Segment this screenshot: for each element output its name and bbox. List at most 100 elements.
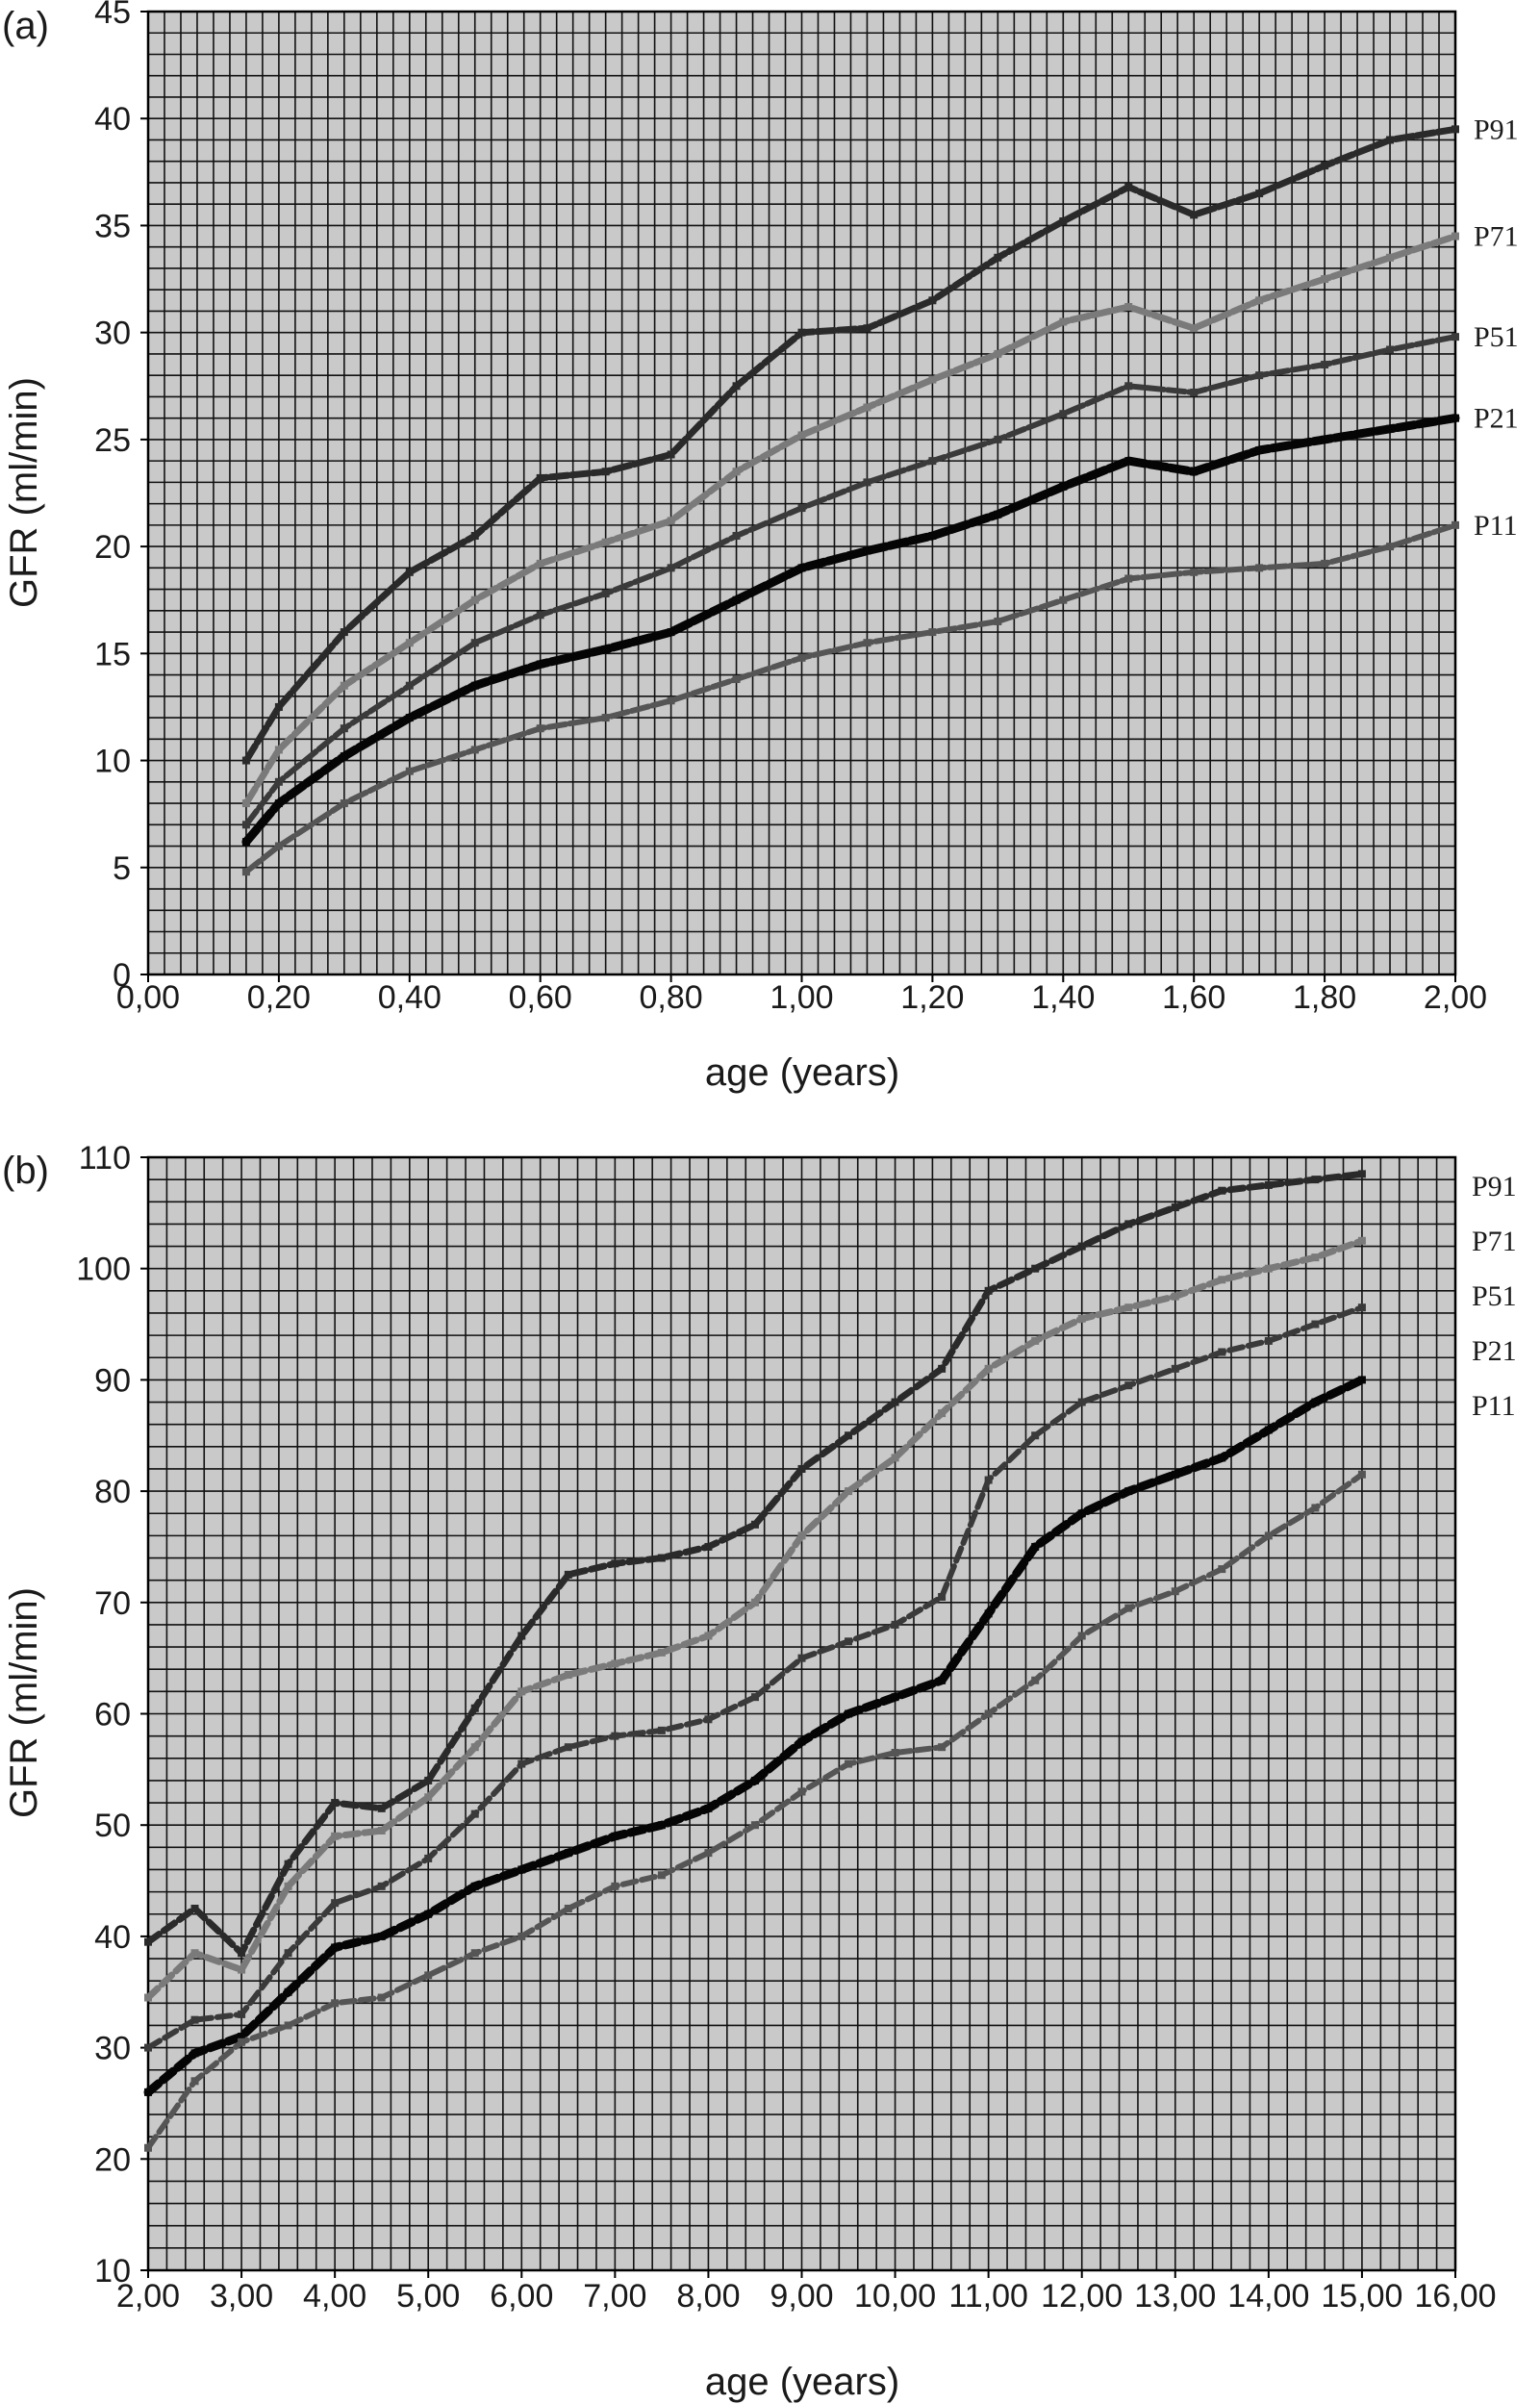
data-point xyxy=(331,1799,340,1808)
data-point xyxy=(1124,302,1133,311)
data-point xyxy=(284,1987,292,1996)
grid xyxy=(148,1157,1455,2270)
data-point xyxy=(144,2143,152,2152)
data-point xyxy=(938,1743,947,1752)
y-tick-label: 100 xyxy=(76,1252,131,1288)
series-label: P71 xyxy=(1474,221,1519,253)
data-point xyxy=(405,568,414,576)
data-point xyxy=(470,1882,479,1890)
data-point xyxy=(238,2010,246,2018)
data-point xyxy=(331,1832,340,1840)
data-point xyxy=(284,1949,292,1958)
data-point xyxy=(601,538,610,546)
data-point xyxy=(1311,1398,1320,1406)
data-point xyxy=(470,1809,479,1818)
data-point xyxy=(1452,125,1459,134)
grid xyxy=(148,12,1455,974)
data-point xyxy=(377,1804,386,1812)
data-point xyxy=(1077,1509,1086,1518)
x-tick-label: 9,00 xyxy=(770,2278,833,2315)
data-point xyxy=(667,628,675,637)
x-tick-label: 7,00 xyxy=(583,2278,646,2315)
data-point xyxy=(994,435,1002,443)
y-tick-label: 30 xyxy=(94,316,131,352)
data-point xyxy=(928,296,937,305)
series-label: P11 xyxy=(1472,1390,1516,1422)
data-point xyxy=(863,324,871,333)
data-point xyxy=(1264,1180,1273,1189)
data-point xyxy=(1190,468,1199,476)
x-tick-label: 0,00 xyxy=(116,979,180,1016)
data-point xyxy=(405,681,414,690)
y-axis-title: GFR (ml/min) xyxy=(3,377,45,608)
data-point xyxy=(1218,1565,1226,1574)
data-point xyxy=(657,1726,666,1734)
data-point xyxy=(1124,1381,1133,1390)
data-point xyxy=(667,696,675,705)
x-axis-title: age (years) xyxy=(705,1051,899,1094)
data-point xyxy=(1059,482,1068,491)
data-point xyxy=(536,611,544,620)
x-tick-label: 14,00 xyxy=(1227,2278,1309,2315)
data-point xyxy=(274,746,283,754)
data-point xyxy=(470,1743,479,1752)
data-point xyxy=(797,653,806,662)
x-tick-label: 1,80 xyxy=(1293,979,1356,1016)
data-point xyxy=(1386,136,1395,144)
data-point xyxy=(928,628,937,637)
data-point xyxy=(611,1882,619,1890)
data-point xyxy=(536,473,544,482)
data-point xyxy=(1255,564,1264,572)
y-tick-label: 35 xyxy=(94,208,131,244)
series-label: P21 xyxy=(1474,403,1519,435)
y-tick-label: 10 xyxy=(94,2253,131,2290)
data-point xyxy=(470,595,479,604)
data-point xyxy=(732,595,741,604)
data-point xyxy=(994,253,1002,262)
data-point xyxy=(732,382,741,391)
y-tick-label: 60 xyxy=(94,1697,131,1733)
data-point xyxy=(424,1910,433,1918)
data-point xyxy=(1311,1504,1320,1512)
series-p71 xyxy=(241,232,1459,808)
data-point xyxy=(1311,1253,1320,1262)
data-point xyxy=(405,714,414,722)
data-point xyxy=(1031,1264,1040,1273)
data-point xyxy=(891,1748,899,1757)
data-point xyxy=(1264,1336,1273,1345)
data-point xyxy=(994,510,1002,519)
panel-b: (b) 2,00 3,00 4,00 5,00 6,00 7,00 8,00 9,00 10,0… xyxy=(2,1140,1517,2403)
x-tick-label: 6,00 xyxy=(490,2278,553,2315)
data-point xyxy=(377,1882,386,1890)
data-point xyxy=(845,1759,853,1768)
y-tick-label: 30 xyxy=(94,2031,131,2067)
x-axis-title: age (years) xyxy=(705,2361,899,2403)
x-tick-label: 4,00 xyxy=(303,2278,366,2315)
data-point xyxy=(797,564,806,572)
data-point xyxy=(1171,1364,1179,1373)
data-point xyxy=(284,1860,292,1868)
series-line xyxy=(242,521,1458,875)
data-point xyxy=(470,1704,479,1712)
data-point xyxy=(704,1542,713,1551)
data-point xyxy=(1171,1587,1179,1596)
data-point xyxy=(1124,1604,1133,1612)
x-tick-label: 13,00 xyxy=(1134,2278,1216,2315)
series-p11 xyxy=(241,520,1459,876)
data-point xyxy=(891,1454,899,1462)
data-point xyxy=(1255,296,1264,305)
y-tick-label: 40 xyxy=(94,1919,131,1956)
data-point xyxy=(704,1804,713,1812)
data-point xyxy=(1190,211,1199,219)
data-point xyxy=(424,1971,433,1980)
y-tick-label: 20 xyxy=(94,2141,131,2178)
data-point xyxy=(564,1849,572,1858)
data-point xyxy=(144,2043,152,2052)
y-axis-title: GFR (ml/min) xyxy=(3,1587,45,1818)
data-point xyxy=(518,1632,526,1640)
data-point xyxy=(1077,1314,1086,1323)
data-point xyxy=(1077,1632,1086,1640)
data-point xyxy=(601,468,610,476)
data-point xyxy=(797,1787,806,1796)
